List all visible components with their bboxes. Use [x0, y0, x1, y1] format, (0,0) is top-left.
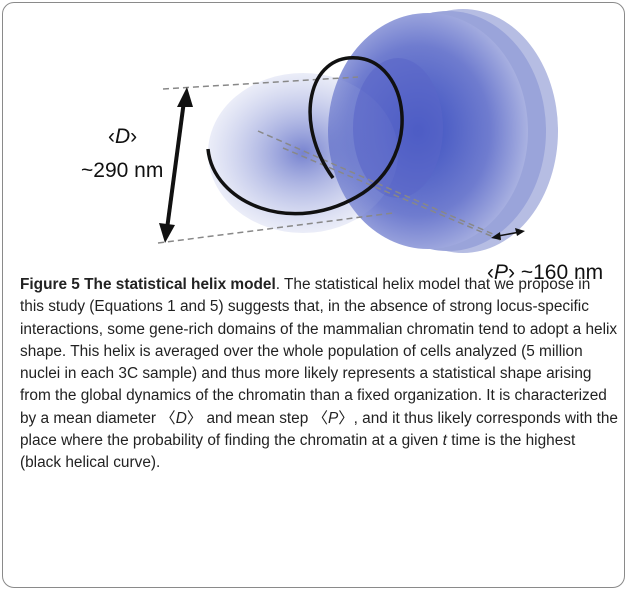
step-label: ‹P› ~160 nm — [487, 261, 603, 285]
caption-text: . The statistical helix model that we pr… — [20, 276, 618, 427]
diameter-value: ~290 nm — [81, 159, 164, 182]
helix-illustration — [157, 9, 558, 253]
label-part: › — [130, 125, 138, 148]
label-part: › — [508, 261, 516, 284]
label-part: ~160 nm — [520, 261, 604, 284]
caption-text: 〉 and mean step 〈 — [186, 409, 328, 427]
caption-symbol: t — [442, 432, 447, 450]
caption-symbol: D — [175, 409, 187, 427]
label-part: D — [115, 125, 131, 148]
caption-label: Figure 5 The statistical helix model — [20, 276, 276, 293]
label-part: P — [494, 261, 509, 284]
caption: Figure 5 The statistical helix model. Th… — [20, 274, 618, 475]
diameter-symbol: ‹D› — [108, 125, 137, 149]
caption-text: 〉, and it thus likely corresponds with t… — [20, 409, 618, 450]
label-part: ‹ — [487, 261, 494, 284]
caption-text: time is the highest (black helical curve… — [20, 432, 576, 472]
caption-symbol: P — [327, 409, 339, 427]
label-part: ‹ — [108, 125, 115, 148]
